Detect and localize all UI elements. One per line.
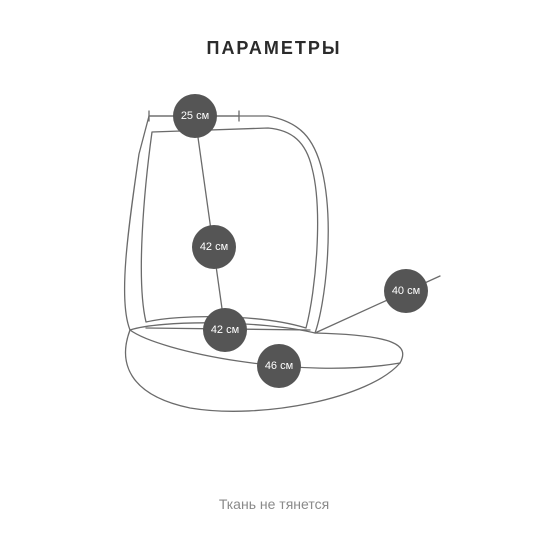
dimension-badge: 25 см	[173, 94, 217, 138]
diagram-svg	[0, 80, 548, 460]
dimension-badge: 42 см	[203, 308, 247, 352]
footnote-text: Ткань не тянется	[0, 496, 548, 512]
dimension-badge: 42 см	[192, 225, 236, 269]
page-title: ПАРАМЕТРЫ	[0, 38, 548, 59]
chair-dimension-diagram: 25 см42 см42 см46 см40 см	[0, 80, 548, 460]
dimension-badge: 46 см	[257, 344, 301, 388]
dimension-badge: 40 см	[384, 269, 428, 313]
